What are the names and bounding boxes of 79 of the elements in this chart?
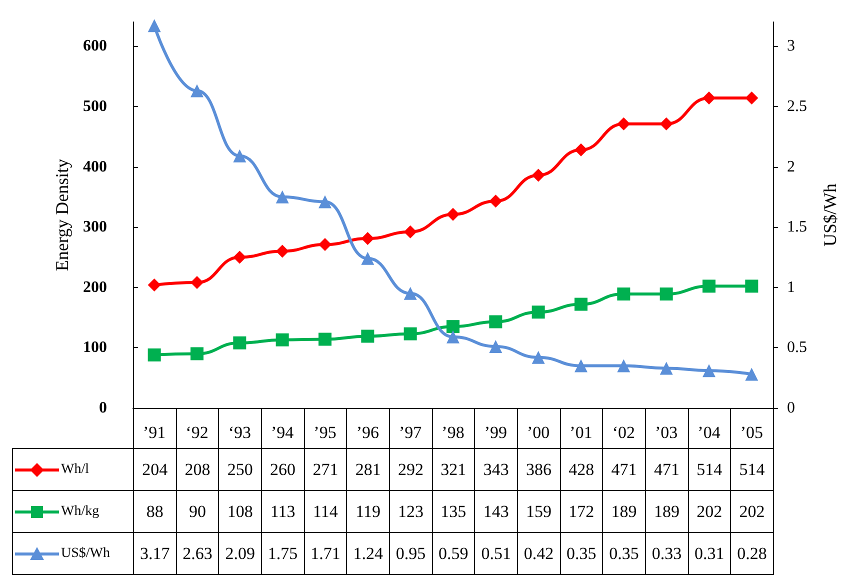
data-label: 114 <box>304 490 347 532</box>
data-label: 0.35 <box>602 532 646 574</box>
data-label: 428 <box>560 448 603 490</box>
y2-tick-label: 1 <box>787 278 795 296</box>
y2-tick-label: 2.5 <box>787 98 807 115</box>
data-label: 0.35 <box>560 532 603 574</box>
data-label: 0.59 <box>432 532 475 574</box>
y-tick-label: 400 <box>83 158 107 176</box>
data-label: 172 <box>560 490 603 532</box>
legend-label: Wh/l <box>61 462 89 477</box>
data-label: 202 <box>730 490 774 532</box>
y2-axis-title: US$/Wh <box>820 184 840 246</box>
data-label: 119 <box>346 490 390 532</box>
data-label: 321 <box>432 448 475 490</box>
legend-label: US$/Wh <box>61 546 110 561</box>
data-label: 271 <box>304 448 347 490</box>
data-label: 1.71 <box>304 532 347 574</box>
x-tick-label: ’97 <box>398 423 422 442</box>
x-tick-label: ’00 <box>526 423 550 442</box>
x-tick-label: ‘93 <box>228 423 252 442</box>
data-label: 88 <box>134 490 176 532</box>
data-label: 514 <box>688 448 731 490</box>
data-label: 1.24 <box>346 532 390 574</box>
data-label: 1.75 <box>261 532 304 574</box>
x-tick-label: ’95 <box>314 423 336 442</box>
data-label: 260 <box>261 448 304 490</box>
x-tick-label: ’03 <box>654 423 678 442</box>
x-tick-label: ‘92 <box>186 423 208 442</box>
data-label: 108 <box>218 490 262 532</box>
data-label: 0.42 <box>517 532 560 574</box>
data-label: 471 <box>645 448 688 490</box>
data-label: 123 <box>389 490 432 532</box>
y-tick-label: 200 <box>83 278 107 296</box>
data-label: 189 <box>645 490 688 532</box>
x-tick-label: ’98 <box>442 423 464 442</box>
data-label: 113 <box>261 490 304 532</box>
data-label: 2.09 <box>218 532 262 574</box>
data-label: 0.28 <box>730 532 774 574</box>
data-label: 204 <box>134 448 176 490</box>
x-tick-label: ’05 <box>740 423 764 442</box>
y2-tick-label: 0.5 <box>787 339 807 356</box>
data-label: 90 <box>176 490 219 532</box>
data-label: 0.31 <box>688 532 731 574</box>
y-tick-label: 600 <box>83 38 107 55</box>
y-axis-title: Energy Density <box>52 158 72 272</box>
data-label: 514 <box>730 448 774 490</box>
data-label: 0.33 <box>645 532 688 574</box>
legend-label: Wh/kg <box>61 504 100 519</box>
data-label: 208 <box>176 448 219 490</box>
x-tick-label: ’94 <box>270 423 294 442</box>
y2-tick-label: 0 <box>787 400 795 416</box>
data-label: 135 <box>432 490 475 532</box>
data-label: 202 <box>688 490 731 532</box>
y-tick-label: 300 <box>83 218 107 236</box>
y-tick-label: 100 <box>83 339 107 356</box>
data-label: 343 <box>474 448 518 490</box>
data-label: 0.95 <box>389 532 432 574</box>
data-label: 143 <box>474 490 518 532</box>
y2-tick-label: 2 <box>787 158 795 176</box>
x-tick-label: ’01 <box>570 423 592 442</box>
x-tick-label: ’91 <box>142 423 166 442</box>
x-tick-label: ‘02 <box>612 423 636 442</box>
data-label: 189 <box>602 490 646 532</box>
data-label: 2.63 <box>176 532 219 574</box>
data-label: 159 <box>517 490 560 532</box>
y2-tick-label: 3 <box>787 38 795 55</box>
x-tick-label: ’99 <box>484 423 508 442</box>
y-tick-label: 500 <box>83 98 107 115</box>
y-tick-label: 0 <box>99 400 107 416</box>
data-label: 3.17 <box>134 532 176 574</box>
data-label: 281 <box>346 448 390 490</box>
data-label: 0.51 <box>474 532 518 574</box>
data-label: 250 <box>218 448 262 490</box>
data-label: 386 <box>517 448 560 490</box>
x-tick-label: ’04 <box>698 423 721 442</box>
y2-tick-label: 1.5 <box>787 218 807 236</box>
data-label: 471 <box>602 448 646 490</box>
data-label: 292 <box>389 448 432 490</box>
x-tick-label: ’96 <box>356 423 380 442</box>
